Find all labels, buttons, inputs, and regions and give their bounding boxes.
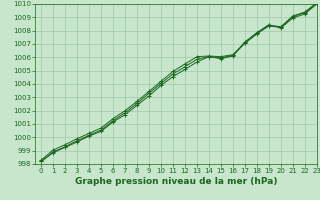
X-axis label: Graphe pression niveau de la mer (hPa): Graphe pression niveau de la mer (hPa) [75, 177, 277, 186]
